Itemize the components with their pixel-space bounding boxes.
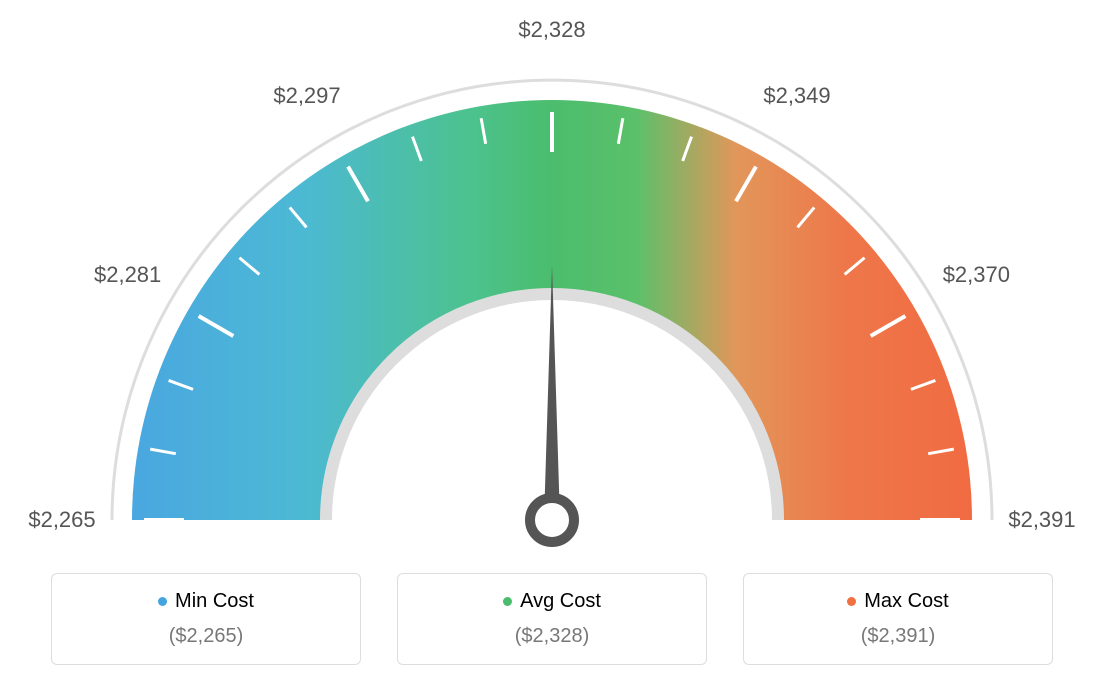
legend-avg-card: Avg Cost ($2,328) xyxy=(397,573,707,665)
legend-min-label: Min Cost xyxy=(175,590,254,613)
gauge-svg xyxy=(52,30,1052,550)
gauge-tick-label: $2,297 xyxy=(273,83,340,109)
legend-max-value: ($2,391) xyxy=(754,625,1042,648)
gauge-chart: $2,265$2,281$2,297$2,328$2,349$2,370$2,3… xyxy=(52,30,1052,550)
dot-icon xyxy=(847,597,856,606)
gauge-tick-label: $2,370 xyxy=(943,262,1010,288)
legend-max-title: Max Cost xyxy=(754,590,1042,613)
legend-min-title: Min Cost xyxy=(62,590,350,613)
dot-icon xyxy=(158,597,167,606)
legend-min-value: ($2,265) xyxy=(62,625,350,648)
gauge-needle xyxy=(544,265,560,520)
gauge-hub xyxy=(530,498,574,542)
legend-avg-value: ($2,328) xyxy=(408,625,696,648)
gauge-tick-label: $2,328 xyxy=(518,17,585,43)
legend-avg-title: Avg Cost xyxy=(408,590,696,613)
legend-avg-label: Avg Cost xyxy=(520,590,601,613)
gauge-tick-label: $2,281 xyxy=(94,262,161,288)
legend-max-label: Max Cost xyxy=(864,590,948,613)
dot-icon xyxy=(503,597,512,606)
chart-container: $2,265 $2,281 $2,297 $2,328 $2,349 $2,370 $2,3… xyxy=(0,0,1104,690)
legend-row: Min Cost ($2,265) Avg Cost ($2,328) Max … xyxy=(0,573,1104,665)
gauge-tick-label: $2,265 xyxy=(28,507,95,533)
legend-min-card: Min Cost ($2,265) xyxy=(51,573,361,665)
gauge-tick-label: $2,391 xyxy=(1008,507,1075,533)
gauge-tick-label: $2,349 xyxy=(763,83,830,109)
legend-max-card: Max Cost ($2,391) xyxy=(743,573,1053,665)
